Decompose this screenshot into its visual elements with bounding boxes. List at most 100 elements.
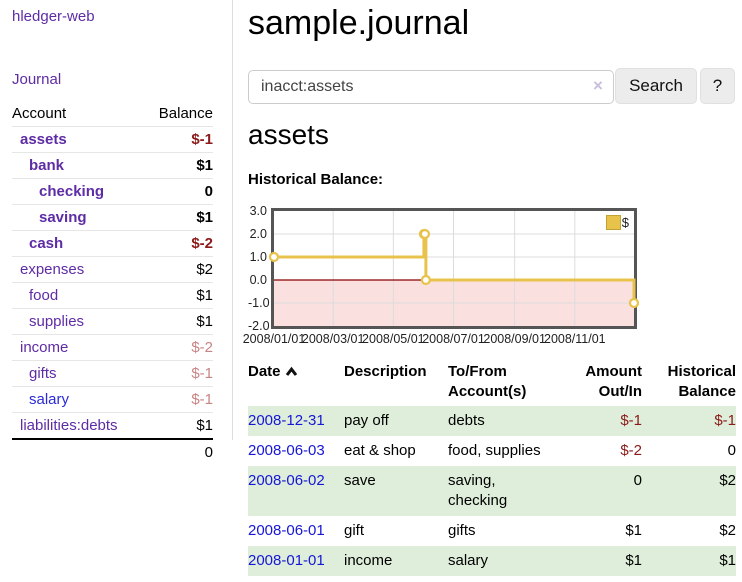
x-axis-labels: 2008/01/01 2008/03/01 2008/05/01 2008/07/01… <box>243 332 668 348</box>
account-row: bank $1 <box>12 152 213 179</box>
legend-label: $ <box>621 215 629 230</box>
y-tick-label: 2.0 <box>249 227 267 241</box>
account-balance: $-2 <box>144 334 213 361</box>
account-row: income $-2 <box>12 334 213 361</box>
y-tick-label: -2.0 <box>248 319 270 333</box>
account-row: assets $-1 <box>12 126 213 153</box>
account-link-bank[interactable]: bank <box>29 157 65 174</box>
account-balance: $1 <box>144 412 213 439</box>
app-brand-link[interactable]: hledger-web <box>12 8 95 25</box>
account-balance: $1 <box>144 204 213 231</box>
transaction-accounts: saving, checking <box>448 472 508 509</box>
x-tick-label: 2008/11/01 <box>543 332 606 346</box>
transaction-amount: $-2 <box>620 442 642 459</box>
transaction-description: eat & shop <box>344 442 416 459</box>
register-table: Date Description To/From Account(s) Amou… <box>248 356 736 576</box>
account-row: checking 0 <box>12 178 213 205</box>
account-row: gifts $-1 <box>12 360 213 387</box>
transaction-balance: $1 <box>719 552 736 569</box>
chart-canvas <box>268 211 640 326</box>
account-balance: $-1 <box>144 386 213 413</box>
search-input[interactable] <box>248 70 614 104</box>
account-balance: 0 <box>144 178 213 205</box>
transaction-accounts: food, supplies <box>448 442 541 459</box>
transaction-balance: $2 <box>719 472 736 489</box>
account-link-gifts[interactable]: gifts <box>29 365 57 382</box>
transaction-accounts: salary <box>448 552 489 569</box>
transaction-amount: $1 <box>625 522 642 539</box>
account-link-saving[interactable]: saving <box>39 209 87 226</box>
account-heading: assets <box>248 119 329 150</box>
register-col-date-label: Date <box>248 363 281 380</box>
account-row: cash $-2 <box>12 230 213 257</box>
help-button[interactable]: ? <box>700 68 735 104</box>
transaction-balance: 0 <box>727 442 736 459</box>
account-balance: $1 <box>144 152 213 179</box>
account-link-income[interactable]: income <box>20 339 69 356</box>
accounts-header-row: Account Balance <box>12 101 213 127</box>
register-col-balance: Historical Balance <box>667 363 736 400</box>
accounts-col-balance: Balance <box>158 105 213 122</box>
account-balance: $2 <box>144 256 213 283</box>
account-link-food[interactable]: food <box>29 287 59 304</box>
register-row: 2008-01-01 income salary $1 $1 <box>248 546 736 576</box>
account-link-liabilities-debts[interactable]: liabilities:debts <box>20 417 118 434</box>
transaction-date-link[interactable]: 2008-06-01 <box>248 522 325 539</box>
account-row: supplies $1 <box>12 308 213 335</box>
transaction-description: income <box>344 552 393 569</box>
accounts-total-row: 0 <box>12 438 213 465</box>
account-link-supplies[interactable]: supplies <box>29 313 85 330</box>
clear-search-icon[interactable]: × <box>593 76 603 95</box>
account-link-checking[interactable]: checking <box>39 183 105 200</box>
register-col-description: Description <box>344 363 427 380</box>
sidebar: hledger-web Journal Account Balance asse… <box>0 0 233 465</box>
register-row: 2008-06-03 eat & shop food, supplies $-2… <box>248 436 736 466</box>
register-header-row: Date Description To/From Account(s) Amou… <box>248 356 736 406</box>
search-button[interactable]: Search <box>615 68 697 104</box>
account-balance: $-2 <box>144 230 213 257</box>
chart-title: Historical Balance: <box>248 171 384 188</box>
x-tick-label: 2008/03/01 <box>301 332 365 346</box>
sidebar-item-journal[interactable]: Journal <box>12 71 62 88</box>
register-col-accounts: To/From Account(s) <box>448 363 527 400</box>
historical-balance-chart: 3.0 2.0 1.0 0.0 -1.0 -2.0 $ 2008/01/01 2008/03… <box>243 204 668 356</box>
transaction-date-link[interactable]: 2008-06-03 <box>248 442 325 459</box>
transaction-description: save <box>344 472 376 489</box>
x-tick-label: 2008/05/01 <box>362 332 425 346</box>
transaction-amount: 0 <box>633 472 642 489</box>
account-balance: $-1 <box>144 360 213 387</box>
account-balance: $1 <box>144 308 213 335</box>
page-title: sample.journal <box>248 4 470 42</box>
accounts-total-balance: 0 <box>144 438 213 465</box>
register-row: 2008-06-02 save saving, checking 0 $2 <box>248 466 736 516</box>
account-link-assets[interactable]: assets <box>20 131 67 148</box>
register-col-amount: Amount Out/In <box>585 363 642 400</box>
transaction-amount: $-1 <box>620 412 642 429</box>
x-tick-label: 2008/09/01 <box>483 332 546 346</box>
account-row: food $1 <box>12 282 213 309</box>
account-balance: $-1 <box>144 126 213 153</box>
account-row: liabilities:debts $1 <box>12 412 213 439</box>
x-tick-label: 2008/01/01 <box>242 332 306 346</box>
register-row: 2008-12-31 pay off debts $-1 $-1 <box>248 406 736 436</box>
register-col-date[interactable]: Date <box>248 356 344 406</box>
transaction-date-link[interactable]: 2008-01-01 <box>248 552 325 569</box>
chart-legend: $ <box>605 215 629 230</box>
transaction-date-link[interactable]: 2008-06-02 <box>248 472 325 489</box>
transaction-description: pay off <box>344 412 389 429</box>
transaction-date-link[interactable]: 2008-12-31 <box>248 412 325 429</box>
accounts-col-account: Account <box>12 105 67 122</box>
account-link-expenses[interactable]: expenses <box>20 261 85 278</box>
account-balance: $1 <box>144 282 213 309</box>
transaction-balance: $-1 <box>714 412 736 429</box>
transaction-accounts: gifts <box>448 522 476 539</box>
transaction-description: gift <box>344 522 365 539</box>
transaction-balance: $2 <box>719 522 736 539</box>
account-link-salary[interactable]: salary <box>29 391 70 408</box>
y-tick-label: 3.0 <box>249 204 267 218</box>
y-tick-label: 1.0 <box>249 250 267 264</box>
sort-ascending-icon <box>285 366 297 376</box>
legend-swatch-icon <box>605 215 621 230</box>
account-link-cash[interactable]: cash <box>29 235 64 252</box>
y-tick-label: 0.0 <box>249 273 267 287</box>
